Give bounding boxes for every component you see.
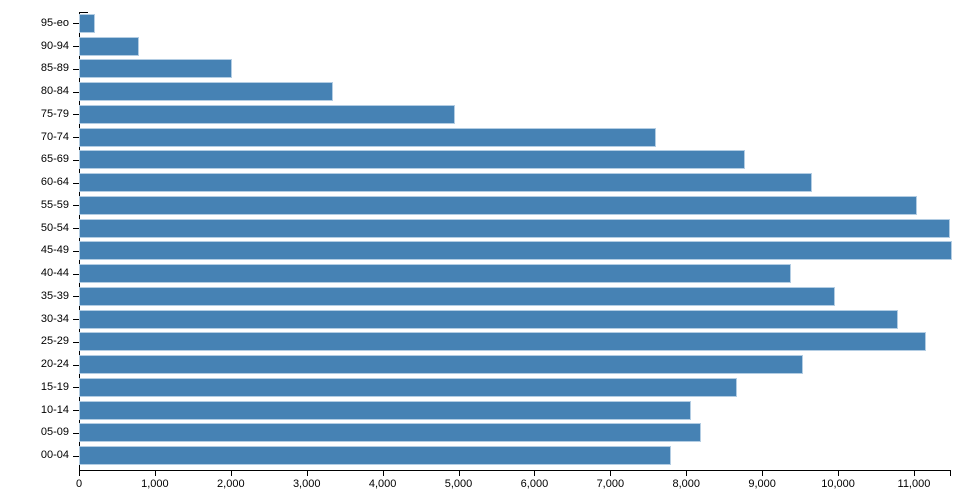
y-tick-mark: [73, 341, 79, 343]
y-tick-mark: [73, 23, 79, 25]
x-tick-mark: [79, 471, 80, 476]
y-tick-mark: [73, 137, 79, 139]
x-tick-mark: [306, 471, 308, 476]
y-tick-label: 50-54: [40, 221, 69, 234]
y-tick-label: 70-74: [40, 130, 69, 143]
y-tick-label: 30-34: [40, 312, 69, 325]
x-tick-mark: [838, 471, 840, 476]
y-tick-mark: [73, 91, 79, 93]
y-tick-label: 75-79: [40, 107, 69, 120]
x-tick-label: 8,000: [672, 478, 700, 490]
x-tick-label: 5,000: [444, 478, 473, 490]
bar-90-94: [79, 36, 139, 56]
bar-55-59: [79, 195, 917, 215]
x-tick-mark: [610, 471, 612, 476]
y-tick-label: 40-44: [40, 267, 69, 280]
y-tick-mark: [73, 182, 79, 184]
y-tick-label: 00-04: [40, 449, 69, 462]
y-tick-mark: [73, 455, 79, 457]
x-tick-label: 0: [75, 478, 83, 490]
y-tick-label: 20-24: [40, 358, 69, 371]
y-tick-label: 85-89: [40, 62, 69, 75]
bar-60-64: [79, 173, 812, 193]
x-tick-label: 9,000: [748, 478, 776, 490]
bar-05-09: [78, 423, 702, 443]
bar-75-79: [78, 104, 456, 124]
bar-80-84: [79, 82, 333, 102]
bar-50-54: [78, 218, 951, 238]
y-tick-mark: [73, 46, 79, 48]
x-tick-mark: [154, 471, 156, 476]
y-axis-top-cap: [79, 12, 88, 13]
y-tick-label: 55-59: [40, 198, 69, 211]
bar-35-39: [78, 286, 836, 306]
y-tick-mark: [73, 319, 79, 321]
y-tick-mark: [73, 387, 79, 389]
x-tick-label: 4,000: [368, 478, 397, 490]
y-tick-mark: [73, 250, 79, 252]
x-tick-label: 2,000: [217, 478, 245, 490]
y-tick-label: 05-09: [40, 426, 69, 439]
x-tick-mark: [762, 471, 764, 476]
y-tick-label: 35-39: [40, 289, 69, 302]
y-tick-label: 90-94: [40, 39, 69, 52]
y-tick-label: 45-49: [40, 244, 69, 257]
bar-25-29: [78, 332, 927, 352]
y-tick-mark: [73, 228, 79, 230]
x-axis-line: [79, 470, 951, 471]
y-tick-mark: [73, 273, 79, 275]
x-tick-label: 7,000: [596, 478, 625, 490]
y-tick-mark: [73, 432, 79, 434]
bar-85-89: [78, 59, 233, 79]
x-tick-mark: [458, 471, 460, 476]
bar-10-14: [78, 400, 692, 420]
bar-40-44: [78, 264, 792, 284]
x-tick-label: 1,000: [141, 478, 169, 490]
bar-00-04: [79, 446, 671, 466]
y-tick-mark: [73, 296, 79, 298]
y-tick-label: 65-69: [40, 153, 69, 166]
y-axis-line: [79, 12, 80, 470]
y-tick-mark: [73, 364, 79, 366]
x-tick-label: 11,000: [897, 478, 931, 490]
bar-15-19: [79, 377, 737, 397]
y-tick-mark: [73, 159, 79, 161]
y-tick-label: 15-19: [40, 380, 69, 393]
bar-95-eo: [78, 13, 96, 33]
x-tick-mark: [534, 471, 536, 476]
y-tick-label: 60-64: [40, 176, 69, 189]
y-tick-mark: [73, 205, 79, 207]
x-tick-label: 10,000: [821, 478, 855, 490]
x-axis-end-tick: [950, 471, 951, 476]
y-tick-label: 25-29: [40, 335, 69, 348]
bar-45-49: [79, 241, 952, 261]
y-tick-mark: [73, 410, 79, 412]
y-tick-label: 80-84: [40, 85, 69, 98]
y-tick-mark: [73, 114, 79, 116]
bar-65-69: [78, 150, 746, 170]
bar-70-74: [79, 127, 656, 147]
y-tick-mark: [73, 68, 79, 70]
x-tick-mark: [686, 471, 688, 476]
x-tick-mark: [382, 471, 384, 476]
y-tick-label: 95-eo: [40, 16, 69, 29]
y-tick-label: 10-14: [40, 403, 69, 416]
x-tick-label: 6,000: [520, 478, 549, 490]
x-tick-label: 3,000: [292, 478, 321, 490]
x-tick-mark: [230, 471, 232, 476]
bar-30-34: [79, 309, 898, 329]
bar-20-24: [78, 355, 804, 375]
x-tick-mark: [913, 471, 915, 476]
